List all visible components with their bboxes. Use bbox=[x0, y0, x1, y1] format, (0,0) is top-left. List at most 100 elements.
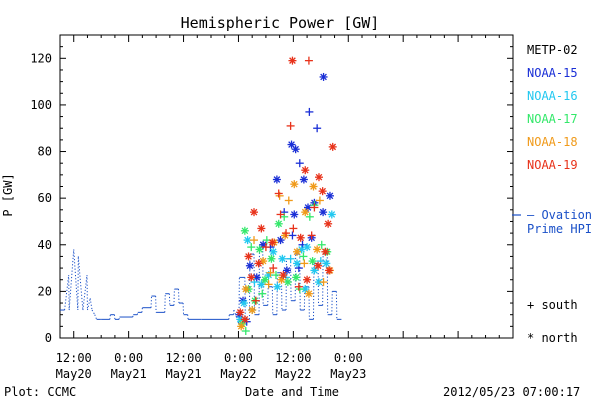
data-point-noaa-17 bbox=[292, 273, 301, 282]
data-point-noaa-16 bbox=[239, 299, 248, 308]
data-point-noaa-19 bbox=[304, 56, 313, 65]
data-point-noaa-19 bbox=[261, 243, 270, 252]
data-point-noaa-18 bbox=[241, 285, 250, 294]
data-point-noaa-19 bbox=[321, 247, 330, 256]
data-point-noaa-16 bbox=[273, 282, 282, 291]
legend-entry-noaa-15: NOAA-15 bbox=[527, 66, 578, 80]
data-point-noaa-16 bbox=[303, 243, 312, 252]
marker-north-label: * north bbox=[527, 331, 578, 345]
chart-title: Hemispheric Power [GW] bbox=[181, 14, 380, 32]
y-tick-label: 100 bbox=[30, 98, 52, 112]
data-point-noaa-17 bbox=[241, 327, 250, 336]
ovation-segment bbox=[82, 275, 88, 311]
data-point-noaa-16 bbox=[301, 285, 310, 294]
data-point-noaa-19 bbox=[314, 261, 323, 270]
data-point-noaa-19 bbox=[244, 252, 253, 261]
x-tick-label-date: May21 bbox=[111, 367, 147, 381]
x-tick-label-date: May21 bbox=[165, 367, 201, 381]
data-point-noaa-17 bbox=[271, 271, 280, 280]
data-point-noaa-18 bbox=[301, 208, 310, 217]
y-tick-label: 0 bbox=[45, 331, 52, 345]
data-point-noaa-17 bbox=[305, 212, 314, 221]
legend-entry-noaa-19: NOAA-19 bbox=[527, 158, 578, 172]
data-point-noaa-19 bbox=[240, 315, 249, 324]
y-tick-label: 40 bbox=[38, 238, 52, 252]
x-tick-label-date: May23 bbox=[330, 367, 366, 381]
data-point-noaa-18 bbox=[309, 182, 318, 191]
data-point-noaa-19 bbox=[274, 189, 283, 198]
data-point-noaa-15 bbox=[291, 145, 300, 154]
data-point-noaa-17 bbox=[283, 278, 292, 287]
ovation-segment bbox=[91, 309, 96, 315]
data-point-noaa-19 bbox=[268, 238, 277, 247]
y-tick-label: 80 bbox=[38, 145, 52, 159]
data-point-noaa-18 bbox=[264, 280, 273, 289]
data-point-noaa-19 bbox=[279, 271, 288, 280]
x-tick-label-date: May20 bbox=[56, 367, 92, 381]
data-point-noaa-17 bbox=[317, 240, 326, 249]
x-tick-label-time: 0:00 bbox=[334, 351, 363, 365]
plot-credit: Plot: CCMC bbox=[4, 385, 76, 399]
y-axis-label: P [GW] bbox=[1, 173, 15, 216]
data-point-noaa-19 bbox=[294, 282, 303, 291]
data-point-noaa-17 bbox=[240, 226, 249, 235]
data-point-noaa-19 bbox=[310, 203, 319, 212]
data-point-noaa-19 bbox=[325, 266, 334, 275]
x-tick-label-time: 0:00 bbox=[224, 351, 253, 365]
data-point-noaa-18 bbox=[304, 289, 313, 298]
data-point-noaa-19 bbox=[314, 173, 323, 182]
marker-south-label: + south bbox=[527, 298, 578, 312]
legend-entry-noaa-18: NOAA-18 bbox=[527, 135, 578, 149]
x-axis-ticks: 12:00 May20 0:00 May21 12:00 May21 0:00 May22 12… bbox=[56, 35, 514, 381]
plot-timestamp: 2012/05/23 07:00:17 bbox=[443, 385, 580, 399]
y-axis-ticks: 0 20 40 60 80 100 120 bbox=[30, 34, 513, 345]
y-tick-label: 20 bbox=[38, 284, 52, 298]
satellite-points bbox=[235, 56, 337, 336]
data-point-noaa-19 bbox=[247, 273, 256, 282]
data-point-noaa-19 bbox=[289, 224, 298, 233]
ovation-segment bbox=[77, 256, 84, 311]
data-point-noaa-16 bbox=[327, 210, 336, 219]
data-point-noaa-15 bbox=[295, 159, 304, 168]
data-point-noaa-15 bbox=[319, 72, 328, 81]
plot-area-border bbox=[59, 34, 514, 339]
data-point-noaa-19 bbox=[276, 210, 285, 219]
ovation-segment bbox=[86, 298, 91, 311]
x-tick-label-time: 0:00 bbox=[114, 351, 143, 365]
data-point-noaa-16 bbox=[269, 247, 278, 256]
x-tick-label-time: 12:00 bbox=[275, 351, 311, 365]
data-point-noaa-16 bbox=[322, 259, 331, 268]
data-point-noaa-18 bbox=[290, 180, 299, 189]
data-point-noaa-18 bbox=[313, 245, 322, 254]
data-point-noaa-15 bbox=[313, 124, 322, 133]
data-point-noaa-17 bbox=[247, 243, 256, 252]
data-point-noaa-19 bbox=[251, 296, 260, 305]
data-point-noaa-19 bbox=[318, 187, 327, 196]
legend-entry-noaa-16: NOAA-16 bbox=[527, 89, 578, 103]
data-point-noaa-19 bbox=[257, 224, 266, 233]
data-point-noaa-18 bbox=[319, 278, 328, 287]
data-point-noaa-17 bbox=[255, 245, 264, 254]
data-point-noaa-18 bbox=[237, 322, 246, 331]
data-point-noaa-19 bbox=[307, 231, 316, 240]
data-point-noaa-15 bbox=[304, 203, 313, 212]
data-point-noaa-15 bbox=[272, 175, 281, 184]
data-point-noaa-16 bbox=[278, 254, 287, 263]
data-point-noaa-18 bbox=[248, 306, 257, 315]
ovation-segment bbox=[89, 298, 93, 311]
data-point-noaa-17 bbox=[260, 275, 269, 284]
data-point-noaa-17 bbox=[274, 219, 283, 228]
data-point-noaa-15 bbox=[290, 210, 299, 219]
data-point-noaa-17 bbox=[299, 252, 308, 261]
data-point-noaa-19 bbox=[301, 166, 310, 175]
data-point-noaa-18 bbox=[300, 259, 309, 268]
y-tick-label: 120 bbox=[30, 51, 52, 65]
ovation-segment bbox=[68, 249, 75, 311]
data-point-noaa-18 bbox=[266, 268, 275, 277]
data-point-noaa-15 bbox=[288, 231, 297, 240]
data-point-noaa-15 bbox=[245, 261, 254, 270]
x-tick-label-time: 12:00 bbox=[56, 351, 92, 365]
x-tick-label-date: May22 bbox=[220, 367, 256, 381]
ovation-segment bbox=[94, 314, 98, 320]
